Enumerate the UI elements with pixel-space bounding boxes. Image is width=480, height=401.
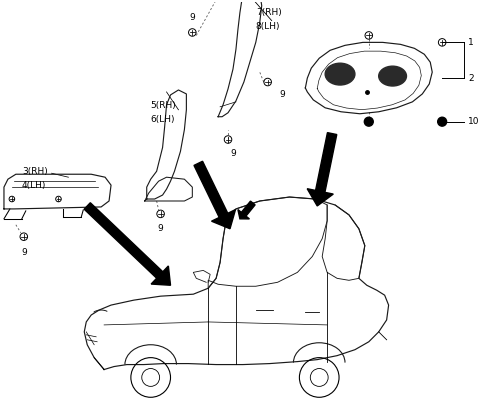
Polygon shape [307,189,333,206]
Text: 9: 9 [230,149,236,158]
Text: 4(LH): 4(LH) [22,180,46,190]
Circle shape [438,117,446,126]
Polygon shape [151,266,170,285]
Polygon shape [194,161,228,217]
Text: 9: 9 [190,13,195,22]
Text: 5(RH): 5(RH) [151,101,177,110]
Text: 1: 1 [468,38,474,47]
Text: 3(RH): 3(RH) [22,167,48,176]
Text: 6(LH): 6(LH) [151,115,175,124]
Text: 8(LH): 8(LH) [256,22,280,31]
Ellipse shape [379,66,407,86]
Polygon shape [84,203,163,278]
Text: 9: 9 [21,248,27,257]
Polygon shape [241,201,255,216]
Text: 2: 2 [468,73,474,83]
Circle shape [364,117,373,126]
Polygon shape [315,133,337,192]
Text: 10: 10 [468,117,480,126]
Polygon shape [238,210,250,219]
Ellipse shape [325,63,355,85]
Text: 9: 9 [279,90,285,99]
Polygon shape [212,210,236,229]
Text: 7(RH): 7(RH) [256,8,282,17]
Text: 9: 9 [158,224,164,233]
